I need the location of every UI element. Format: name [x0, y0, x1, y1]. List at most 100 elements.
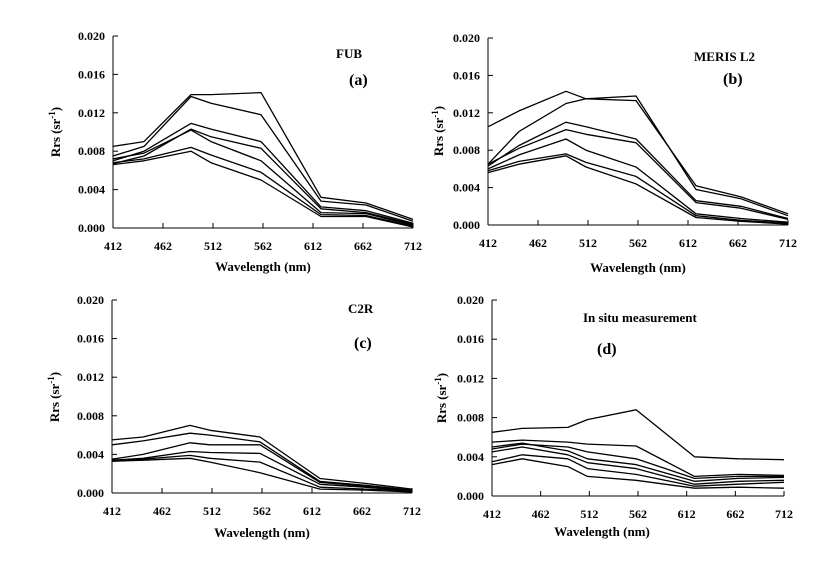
panel-d: In situ measurement (d) Wavelength (nm) … [433, 293, 793, 539]
panel-c-y-tick-label: 0.012 [77, 370, 104, 384]
panel-a-x-tick-label: 612 [304, 239, 322, 253]
panel-a-x-tick-label: 512 [204, 239, 222, 253]
panel-b-y-label-close: ) [431, 106, 446, 110]
panel-c-x-tick-label: 512 [203, 504, 221, 518]
panel-a-x-tick-label: 712 [404, 239, 422, 253]
panel-b-y-tick-label: 0.020 [453, 31, 480, 45]
panel-b-y-label-exp: -1 [430, 110, 440, 118]
panel-a-series-line-3 [112, 122, 414, 224]
panel-b-x-tick-label: 662 [729, 236, 747, 250]
panel-c-x-tick-label: 462 [153, 504, 171, 518]
panel-b-series-line-3 [487, 121, 789, 220]
panel-c-y-tick-label: 0.020 [77, 293, 104, 307]
panel-a-y-tick-label: 0.020 [78, 29, 105, 43]
panel-c-x-tick-label: 562 [253, 504, 271, 518]
panel-d-x-tick-label: 662 [726, 507, 744, 521]
panel-c: C2R (c) Wavelength (nm) Rrs (sr-1) 0.000 0… [46, 293, 421, 540]
panel-b-series-line-1 [487, 90, 789, 215]
panel-d-x-tick-label: 562 [629, 507, 647, 521]
panel-b-y-label: Rrs (sr-1) [430, 106, 446, 156]
panel-d-series-line-6 [491, 454, 785, 487]
panel-a-series-line-7 [112, 150, 414, 228]
panel-d-series-line-4 [491, 442, 785, 482]
panel-c-y-tick-label: 0.000 [77, 486, 104, 500]
panel-b-x-tick-label: 612 [679, 236, 697, 250]
panel-a-x-label: Wavelength (nm) [215, 259, 311, 274]
panel-d-y-label: Rrs (sr-1) [433, 373, 449, 423]
panel-d-y-label-exp: -1 [433, 377, 443, 385]
panel-d-series-line-7 [491, 458, 785, 489]
panel-a-y-tick-label: 0.012 [78, 106, 105, 120]
panel-c-y-label-unit: (sr [47, 384, 62, 399]
panel-a-y-label-exp: -1 [47, 111, 57, 119]
panel-d-series-line-2 [491, 439, 785, 478]
panel-b-series-line-4 [487, 128, 789, 221]
panel-d-y-label-close: ) [434, 373, 449, 377]
panel-d-x-tick-label: 612 [678, 507, 696, 521]
panel-c-series-line-4 [111, 450, 413, 492]
panel-a-y-label-unit: (sr [48, 119, 63, 134]
panel-b-y-label-main: Rrs [431, 136, 446, 156]
panel-b-x-tick-label: 562 [629, 236, 647, 250]
panel-d-y-label-main: Rrs [434, 403, 449, 423]
panel-d-y-tick-label: 0.008 [457, 411, 484, 425]
panel-d-series-line-1 [491, 409, 785, 461]
panel-d-y-label-unit: (sr [434, 385, 449, 400]
panel-c-y-tick-label: 0.016 [77, 332, 104, 346]
panel-c-y-tick-label: 0.004 [77, 447, 104, 461]
panel-c-x-tick-label: 712 [403, 504, 421, 518]
panel-c-series-line-3 [111, 442, 413, 491]
panel-c-x-tick-label: 412 [103, 504, 121, 518]
panel-a-series-line-5 [112, 129, 414, 226]
panel-b-y-tick-label: 0.004 [453, 181, 480, 195]
panel-d-series-line-5 [491, 446, 785, 485]
panel-d-x-tick-label: 412 [483, 507, 501, 521]
panel-b-x-tick-label: 712 [779, 236, 797, 250]
panel-a-y-label: Rrs (sr-1) [47, 107, 63, 157]
panel-b-x-tick-label: 462 [529, 236, 547, 250]
panel-a-series-line-6 [112, 146, 414, 227]
panel-d-y-tick-label: 0.000 [457, 489, 484, 503]
panel-b-annotation: MERIS L2 [694, 49, 755, 64]
panel-c-y-tick-label: 0.008 [77, 409, 104, 423]
panel-d-y-tick-label: 0.004 [457, 450, 484, 464]
panel-b-x-tick-label: 412 [479, 236, 497, 250]
panel-a-y-label-main: Rrs [48, 137, 63, 157]
panel-c-y-label-close: ) [47, 372, 62, 376]
panel-c-series-line-1 [111, 424, 413, 490]
panel-a-x-tick-label: 662 [354, 239, 372, 253]
panel-a-annotation: FUB [336, 46, 362, 61]
panel-c-x-tick-label: 612 [303, 504, 321, 518]
panel-b-y-tick-label: 0.000 [453, 218, 480, 232]
panel-a: FUB (a) Wavelength (nm) Rrs (sr-1) 0.000 0… [47, 29, 422, 274]
panel-a-y-tick-label: 0.008 [78, 144, 105, 158]
panel-b-series-line-7 [487, 155, 789, 225]
panel-a-y-label-close: ) [48, 107, 63, 111]
panel-b-x-label: Wavelength (nm) [590, 260, 686, 275]
panel-b-y-tick-label: 0.012 [453, 106, 480, 120]
panel-c-series-line-2 [111, 432, 413, 491]
panel-c-y-label-exp: -1 [46, 376, 56, 384]
panel-d-x-tick-label: 462 [532, 507, 550, 521]
panel-c-series-line-6 [111, 457, 413, 493]
panel-b-y-label-unit: (sr [431, 118, 446, 133]
panel-d-x-tick-label: 512 [580, 507, 598, 521]
panel-c-series-line-5 [111, 454, 413, 492]
panel-d-y-tick-label: 0.016 [457, 332, 484, 346]
panel-d-annotation: In situ measurement [583, 310, 698, 325]
panel-d-y-tick-label: 0.020 [457, 293, 484, 307]
panel-a-x-tick-label: 462 [154, 239, 172, 253]
panel-a-label: (a) [349, 72, 368, 89]
panel-c-y-label-main: Rrs [47, 402, 62, 422]
panel-b-series-line-5 [487, 138, 789, 223]
panel-a-y-tick-label: 0.016 [78, 67, 105, 81]
panel-a-series-line-2 [112, 95, 414, 222]
panel-d-x-tick-label: 712 [775, 507, 793, 521]
panel-d-y-tick-label: 0.012 [457, 371, 484, 385]
panel-b-label: (b) [723, 71, 743, 88]
panel-d-label: (d) [597, 341, 617, 358]
panel-c-annotation: C2R [348, 301, 374, 316]
panel-b-x-tick-label: 512 [579, 236, 597, 250]
panel-c-x-label: Wavelength (nm) [214, 525, 310, 540]
